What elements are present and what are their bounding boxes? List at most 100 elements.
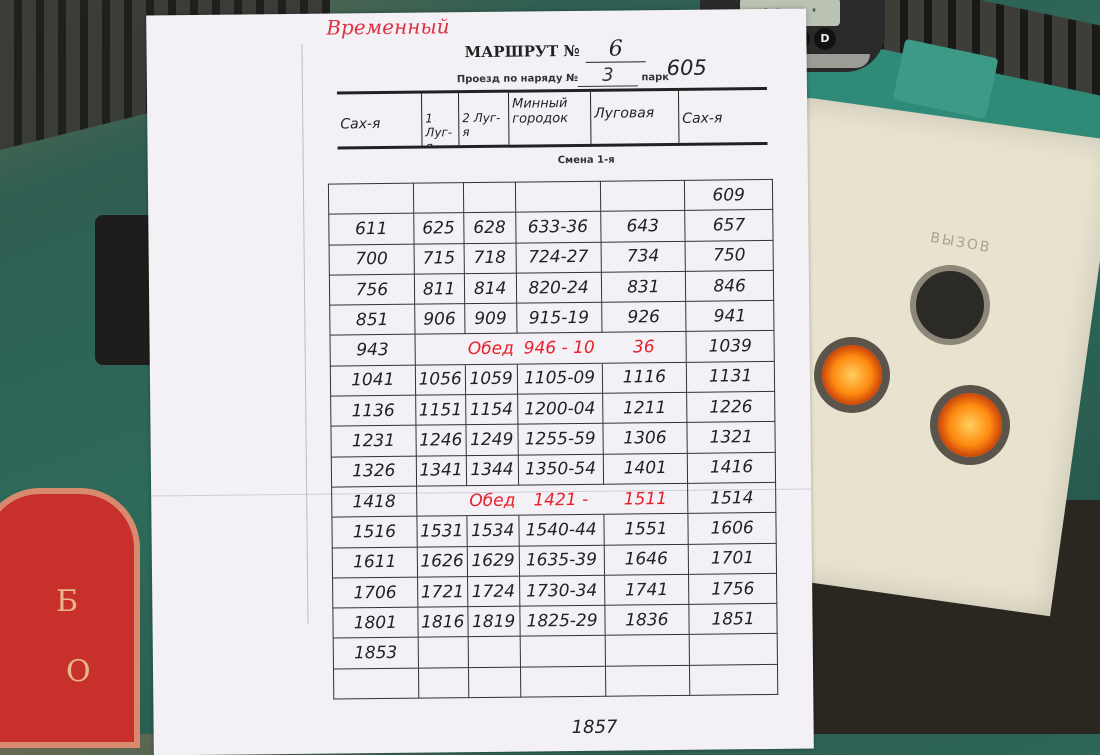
time-cell: 750 (685, 240, 774, 272)
time-cell: 820-24 (515, 272, 602, 304)
time-cell: 1226 (686, 391, 775, 423)
time-cell (413, 182, 464, 214)
route-number: 6 (585, 36, 646, 63)
time-cell: 1116 (601, 362, 687, 394)
time-cell: 1851 (689, 603, 778, 635)
time-cell (515, 181, 601, 213)
time-cell (417, 637, 469, 668)
red-object: Б О (0, 488, 140, 748)
park-number: 605 (666, 55, 707, 81)
time-cell: 1039 (686, 330, 775, 363)
time-cell: 1825-29 (519, 605, 605, 637)
time-cell: 1531 (416, 515, 467, 547)
time-cell: 1059 (464, 363, 518, 395)
red-object-letter: Б (56, 584, 79, 619)
order-number: 3 (577, 64, 639, 87)
time-cell: 1344 (465, 454, 519, 486)
order-line: Проезд по наряду № 3 парк (457, 64, 669, 88)
stops-header: Сах-я 1 Луг-я 2 Луг-я Минный городок Луг… (336, 86, 768, 150)
time-cell: 943 (330, 334, 416, 366)
stop-name: Сах-я (682, 110, 723, 127)
time-cell: 1819 (467, 606, 520, 638)
time-cell: 915-19 (516, 302, 602, 334)
lunch-row: 943 Обед 946 - 10 36 1039 (330, 330, 775, 366)
toggle-knob[interactable] (910, 265, 990, 345)
time-cell: 633-36 (515, 211, 601, 243)
time-cell: 846 (685, 270, 774, 302)
time-cell: 1836 (604, 604, 690, 636)
time-cell: 1321 (687, 421, 776, 454)
time-cell: 909 (464, 303, 517, 335)
route-title: МАРШРУТ № 6 (464, 36, 646, 64)
time-cell (605, 665, 691, 697)
time-cell: 1606 (688, 512, 777, 544)
time-cell: 831 (600, 271, 686, 303)
time-cell: 1635-39 (518, 544, 605, 576)
time-cell: 814 (464, 273, 517, 304)
time-cell: 1154 (465, 394, 518, 426)
time-cell (463, 182, 516, 213)
lunch-cell (416, 485, 467, 517)
time-cell: 1211 (602, 392, 688, 424)
time-cell: 756 (329, 274, 415, 306)
time-cell: 611 (328, 213, 414, 245)
time-cell (418, 667, 469, 699)
time-cell: 1853 (333, 637, 419, 669)
stop-name: Сах-я (336, 93, 423, 147)
time-cell: 1816 (417, 606, 468, 638)
time-cell: 1741 (604, 574, 690, 606)
time-cell: 851 (329, 304, 415, 336)
time-cell: 1629 (466, 545, 520, 577)
table-row: 611 625 628 633-36 643 657 (328, 209, 774, 245)
bottom-time: 1857 (571, 716, 618, 739)
clock-button-d[interactable]: D (814, 28, 836, 50)
lunch-cell: Обед (464, 333, 517, 365)
time-cell: 1131 (686, 361, 775, 393)
order-label: Проезд по наряду № (456, 72, 579, 86)
time-cell: 1056 (415, 364, 466, 396)
time-cell: 811 (414, 273, 465, 305)
route-sheet: Временный МАРШРУТ № 6 Проезд по наряду № 3… (146, 8, 814, 755)
time-cell: 906 (414, 303, 465, 335)
route-title-label: МАРШРУТ № (464, 41, 580, 62)
time-cell (468, 666, 521, 698)
time-cell (467, 636, 521, 668)
time-cell: 1246 (415, 425, 466, 456)
time-cell: 657 (684, 209, 774, 241)
time-cell: 1255-59 (517, 423, 603, 455)
table-row (333, 664, 778, 700)
time-cell: 1200-04 (517, 393, 603, 425)
time-cell: 1326 (331, 455, 417, 488)
time-cell: 1551 (603, 513, 689, 545)
time-cell (520, 665, 606, 698)
lunch-cell: 946 - 10 (516, 332, 602, 364)
time-cell: 1701 (688, 542, 777, 575)
time-cell (604, 634, 690, 666)
table-row: 1231 1246 1249 1255-59 1306 1321 (330, 421, 776, 457)
time-cell: 724-27 (515, 241, 601, 274)
lunch-cell: Обед (466, 485, 519, 516)
indicator-lamp-2 (938, 393, 1002, 457)
paper-margin-line (301, 43, 309, 624)
table-row: 700 715 718 724-27 734 750 (329, 240, 774, 275)
time-cell: 1724 (467, 575, 520, 607)
table-row: 1611 1626 1629 1635-39 1646 1701 (332, 542, 777, 578)
time-cell: 1534 (466, 515, 519, 547)
stop-name: 2 Луг-я (458, 92, 510, 146)
stop-name: Луговая (590, 90, 680, 144)
time-cell: 734 (600, 240, 686, 273)
shift-label: Смена 1-я (557, 154, 615, 167)
lunch-cell (414, 334, 465, 365)
table-row: 1136 1151 1154 1200-04 1211 1226 (330, 391, 775, 427)
lunch-cell: 1421 - (518, 484, 604, 516)
timetable: 609 611 625 628 633-36 643 657 700 715 718 724-27 7… (328, 179, 778, 700)
time-cell: 1136 (330, 395, 416, 427)
time-cell: 1350-54 (517, 453, 604, 486)
table-row: 1801 1816 1819 1825-29 1836 1851 (332, 603, 778, 639)
time-cell (599, 180, 685, 212)
time-cell: 609 (684, 179, 773, 211)
time-cell: 1249 (465, 424, 518, 456)
time-cell: 1231 (330, 425, 416, 457)
time-cell: 1626 (416, 546, 468, 578)
time-cell: 1401 (602, 453, 688, 485)
